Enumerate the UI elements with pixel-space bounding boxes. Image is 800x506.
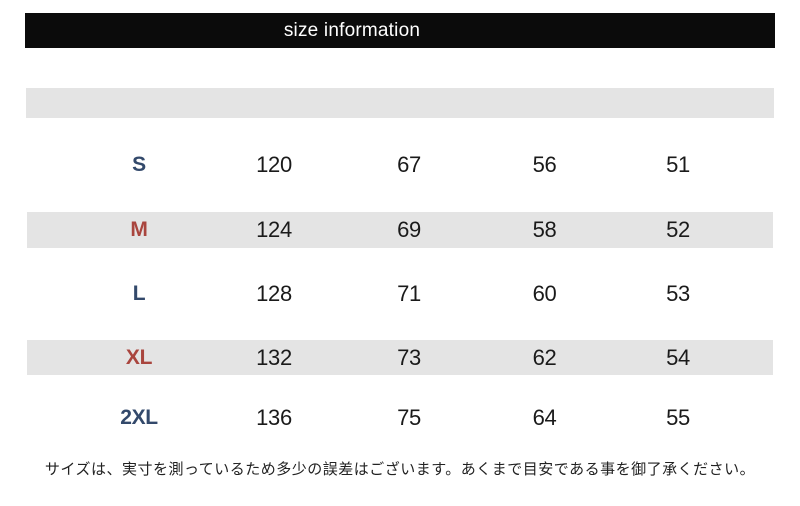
size-label: 2XL: [120, 405, 158, 429]
value-cell: 128: [256, 281, 292, 306]
value-cell: 62: [532, 344, 557, 370]
value-cell: 69: [397, 217, 421, 242]
value-cell: 52: [666, 217, 690, 242]
value-cell: 53: [666, 281, 690, 306]
size-table: S 120 67 56 51 M 124 69 58 52 L 128 71 6…: [27, 118, 773, 460]
value-cell: 58: [532, 217, 557, 242]
value-cell: 120: [256, 152, 292, 177]
value-cell: 132: [256, 344, 292, 370]
value-cell: 51: [666, 152, 690, 177]
table-row-2xl: 2XL 136 75 64 55: [27, 375, 773, 460]
value-cell: 124: [256, 217, 292, 242]
page-title: size information: [283, 19, 421, 41]
value-cell: 56: [532, 152, 557, 177]
value-cell: 67: [397, 152, 421, 177]
size-label: M: [130, 218, 148, 241]
value-cell: 75: [397, 404, 421, 430]
size-disclaimer-note: サイズは、実寸を測っているため多少の誤差はございます。あくまで目安である事を御了…: [44, 461, 756, 478]
value-cell: 136: [256, 404, 292, 430]
size-label: S: [132, 153, 146, 176]
value-cell: 64: [532, 404, 557, 430]
table-header-band: [26, 88, 774, 118]
table-row-xl: XL 132 73 62 54: [27, 340, 773, 375]
table-row-l: L 128 71 60 53: [27, 248, 773, 340]
value-cell: 73: [397, 344, 421, 370]
size-label: XL: [125, 345, 153, 369]
size-label: L: [132, 282, 146, 305]
value-cell: 54: [666, 344, 690, 370]
value-cell: 60: [532, 281, 557, 306]
table-row-s: S 120 67 56 51: [27, 118, 773, 212]
value-cell: 71: [397, 281, 421, 306]
value-cell: 55: [666, 404, 690, 430]
title-bar: size information: [25, 13, 775, 48]
table-row-m: M 124 69 58 52: [27, 212, 773, 248]
